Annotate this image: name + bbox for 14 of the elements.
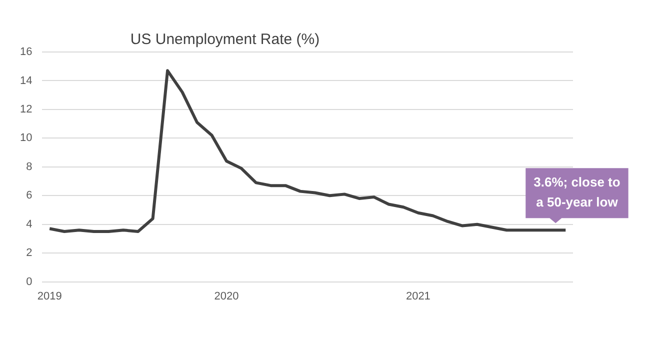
y-tick-label: 0 — [26, 276, 32, 288]
x-tick-label: 2021 — [406, 290, 430, 302]
y-tick-label: 2 — [26, 247, 32, 260]
x-tick-label: 2020 — [214, 290, 239, 302]
y-tick-label: 16 — [20, 46, 32, 58]
y-tick-label: 4 — [26, 218, 32, 230]
annotation: 3.6%; close to a 50-year low — [534, 174, 620, 210]
y-tick-label: 8 — [26, 160, 32, 173]
y-tick-label: 10 — [20, 132, 32, 144]
y-tick-label: 12 — [20, 103, 32, 116]
chart-title: US Unemployment Rate (%) — [129, 31, 321, 48]
y-tick-label: 6 — [26, 190, 32, 202]
x-tick-label: 2019 — [37, 290, 62, 302]
y-tick-label: 14 — [20, 74, 32, 87]
